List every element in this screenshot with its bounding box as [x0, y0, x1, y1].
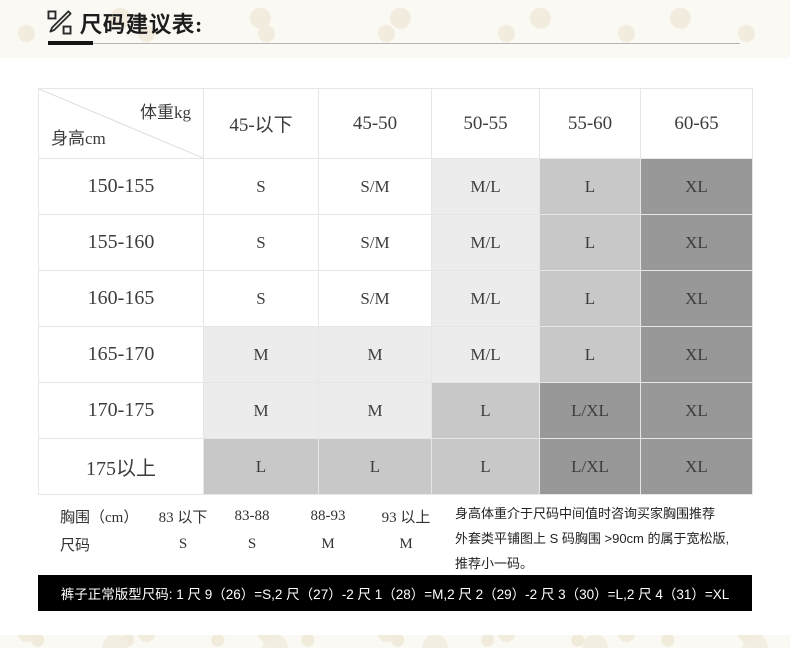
- size-cell: S/M: [318, 158, 432, 215]
- note-line: 身高体重介于尺码中间值时咨询买家胸围推荐: [455, 506, 716, 521]
- size-cell: M: [318, 326, 432, 383]
- size-cell: XL: [640, 438, 753, 495]
- weight-column-header: 50-55: [431, 88, 540, 159]
- chest-range-cell: 88-93: [310, 507, 346, 524]
- chest-size-row: 尺码 S S M M: [60, 530, 446, 558]
- height-row-label: 160-165: [38, 270, 204, 327]
- height-row-label: 155-160: [38, 214, 204, 271]
- table-row: 175以上 L L L L/XL XL: [38, 438, 753, 495]
- weight-column-header: 45-以下: [203, 88, 319, 159]
- size-cell: XL: [640, 158, 753, 215]
- size-cell: XL: [640, 326, 753, 383]
- corner-height-label: 身高cm: [51, 129, 106, 148]
- chest-range-cell: 93 以上: [381, 509, 431, 526]
- size-cell: XL: [640, 214, 753, 271]
- size-cell: M/L: [431, 158, 540, 215]
- height-row-label: 170-175: [38, 382, 204, 439]
- height-row-label: 150-155: [38, 158, 204, 215]
- chest-size-block: 胸围（cm） 83 以下 83-88 88-93 93 以上 尺码 S S M M: [60, 502, 446, 558]
- pants-size-bar: 裤子正常版型尺码: 1 尺 9（26）=S,2 尺（27）-2 尺 1（28）=…: [38, 575, 752, 611]
- weight-column-header: 45-50: [318, 88, 432, 159]
- size-cell: M: [318, 382, 432, 439]
- size-cell: S/M: [318, 214, 432, 271]
- weight-column-header: 55-60: [539, 88, 641, 159]
- size-cell: S: [203, 214, 319, 271]
- size-cell: S: [203, 158, 319, 215]
- size-cell: L: [203, 438, 319, 495]
- size-cell: L: [431, 438, 540, 495]
- page-title: 尺码建议表:: [80, 12, 204, 37]
- table-row: 160-165 S S/M M/L L XL: [38, 270, 753, 327]
- size-cell: L: [431, 382, 540, 439]
- chest-range-row: 胸围（cm） 83 以下 83-88 88-93 93 以上: [60, 502, 446, 530]
- table-row: 155-160 S S/M M/L L XL: [38, 214, 753, 271]
- size-cell: XL: [640, 382, 753, 439]
- title-underline-accent: [48, 41, 93, 45]
- weight-columns-row: 体重kg 身高cm 45-以下 45-50 50-55 55-60 60-65: [38, 88, 753, 159]
- note-line: 外套类平铺图上 S 码胸围 >90cm 的属于宽松版,: [455, 531, 730, 546]
- size-cell: L: [539, 270, 641, 327]
- table-corner-cell: 体重kg 身高cm: [38, 88, 204, 159]
- table-row: 165-170 M M M/L L XL: [38, 326, 753, 383]
- chest-size-cell: M: [399, 535, 413, 552]
- size-cell: M/L: [431, 270, 540, 327]
- pants-size-text: 裤子正常版型尺码: 1 尺 9（26）=S,2 尺（27）-2 尺 1（28）=…: [60, 587, 730, 602]
- size-cell: XL: [640, 270, 753, 327]
- size-cell: M/L: [431, 326, 540, 383]
- size-cell: S: [203, 270, 319, 327]
- size-cell: L: [318, 438, 432, 495]
- size-cell: S/M: [318, 270, 432, 327]
- size-cell: L: [539, 158, 641, 215]
- chest-size-cell: M: [321, 535, 335, 552]
- size-cell: M/L: [431, 214, 540, 271]
- corner-weight-label: 体重kg: [140, 103, 191, 122]
- table-row: 150-155 S S/M M/L L XL: [38, 158, 753, 215]
- fit-notes: 身高体重介于尺码中间值时咨询买家胸围推荐 外套类平铺图上 S 码胸围 >90cm …: [455, 501, 755, 576]
- pencil-measure-icon: [46, 9, 73, 36]
- size-cell: M: [203, 382, 319, 439]
- size-cell: L: [539, 326, 641, 383]
- chest-range-label: 胸围（cm）: [60, 509, 139, 526]
- size-cell: L/XL: [539, 438, 641, 495]
- size-cell: L: [539, 214, 641, 271]
- chest-size-label: 尺码: [60, 537, 91, 554]
- title-underline-rule: [93, 43, 740, 44]
- height-row-label: 175以上: [38, 438, 204, 495]
- chest-size-cell: S: [247, 535, 257, 552]
- size-recommendation-table: 体重kg 身高cm 45-以下 45-50 50-55 55-60 60-65 150-…: [38, 88, 753, 495]
- note-line: 推荐小一码。: [455, 556, 534, 571]
- weight-column-header: 60-65: [640, 88, 753, 159]
- chest-range-cell: 83 以下: [158, 509, 208, 526]
- size-cell: L/XL: [539, 382, 641, 439]
- chest-range-cell: 83-88: [234, 507, 270, 524]
- table-row: 170-175 M M L L/XL XL: [38, 382, 753, 439]
- height-row-label: 165-170: [38, 326, 204, 383]
- size-cell: M: [203, 326, 319, 383]
- chest-size-cell: S: [178, 535, 188, 552]
